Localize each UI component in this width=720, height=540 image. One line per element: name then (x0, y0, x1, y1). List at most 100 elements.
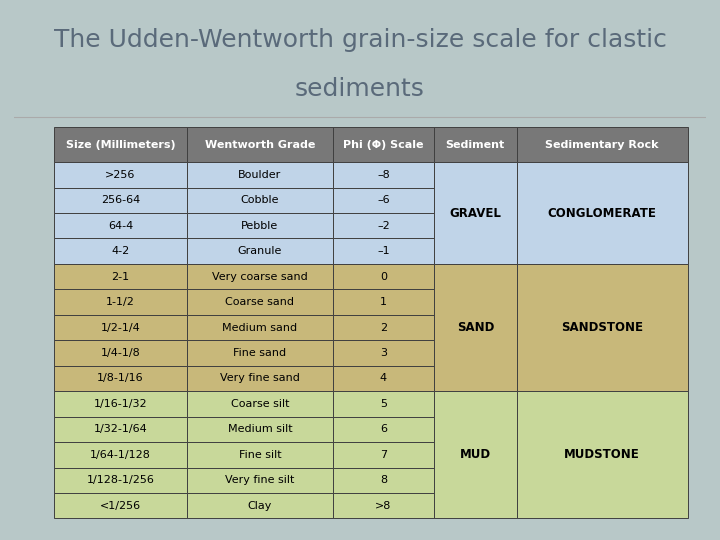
Bar (333, 468, 434, 493)
Text: <1/256: <1/256 (100, 501, 141, 511)
Bar (54, 289, 187, 315)
Text: Granule: Granule (238, 246, 282, 256)
Text: Fine silt: Fine silt (238, 450, 282, 460)
Bar (187, 315, 333, 340)
Text: 1/16-1/32: 1/16-1/32 (94, 399, 148, 409)
Text: Sediment: Sediment (446, 139, 505, 150)
Text: CONGLOMERATE: CONGLOMERATE (548, 206, 657, 220)
Bar (187, 239, 333, 264)
Bar (54, 239, 187, 264)
Bar (187, 187, 333, 213)
Bar (333, 340, 434, 366)
Bar (516, 162, 688, 264)
Text: Clay: Clay (248, 501, 272, 511)
Bar (333, 493, 434, 518)
Bar (54, 127, 187, 162)
Bar (434, 162, 516, 264)
Bar (333, 187, 434, 213)
Text: Coarse sand: Coarse sand (225, 297, 294, 307)
Text: 2-1: 2-1 (112, 272, 130, 282)
Bar (54, 264, 187, 289)
Text: –6: –6 (377, 195, 390, 205)
Bar (54, 493, 187, 518)
Bar (54, 213, 187, 239)
Bar (54, 417, 187, 442)
Text: –8: –8 (377, 170, 390, 180)
Text: 2: 2 (380, 322, 387, 333)
Bar (187, 366, 333, 391)
Bar (54, 162, 187, 187)
Bar (516, 264, 688, 391)
Bar (187, 417, 333, 442)
Text: 64-4: 64-4 (108, 221, 133, 231)
Bar (187, 127, 333, 162)
Text: 1/64-1/128: 1/64-1/128 (90, 450, 151, 460)
Bar (187, 493, 333, 518)
Text: 4-2: 4-2 (112, 246, 130, 256)
Bar (333, 289, 434, 315)
Text: Medium silt: Medium silt (228, 424, 292, 434)
Text: 3: 3 (380, 348, 387, 358)
Text: Phi (Φ) Scale: Phi (Φ) Scale (343, 139, 424, 150)
Text: 1/4-1/8: 1/4-1/8 (101, 348, 140, 358)
Bar (54, 391, 187, 417)
Text: 8: 8 (380, 475, 387, 485)
Bar (333, 391, 434, 417)
Bar (333, 213, 434, 239)
Bar (187, 340, 333, 366)
Bar (333, 127, 434, 162)
Text: Size (Millimeters): Size (Millimeters) (66, 139, 176, 150)
Text: 6: 6 (380, 424, 387, 434)
Bar (54, 340, 187, 366)
Text: sediments: sediments (295, 77, 425, 101)
Text: SAND: SAND (456, 321, 494, 334)
Circle shape (298, 132, 422, 153)
Bar (333, 366, 434, 391)
Bar (333, 162, 434, 187)
Bar (516, 391, 688, 518)
Bar (333, 239, 434, 264)
Bar (434, 391, 516, 518)
Bar (516, 127, 688, 162)
Bar (54, 315, 187, 340)
Text: Cobble: Cobble (240, 195, 279, 205)
Bar (187, 391, 333, 417)
Bar (434, 264, 516, 391)
Bar (187, 289, 333, 315)
Text: Fine sand: Fine sand (233, 348, 287, 358)
Text: Pebble: Pebble (241, 221, 279, 231)
Text: 1/8-1/16: 1/8-1/16 (97, 374, 144, 383)
Text: SANDSTONE: SANDSTONE (561, 321, 643, 334)
Text: –1: –1 (377, 246, 390, 256)
Text: Very fine sand: Very fine sand (220, 374, 300, 383)
Text: GRAVEL: GRAVEL (449, 206, 501, 220)
Text: >8: >8 (375, 501, 392, 511)
Bar (333, 442, 434, 468)
Text: Medium sand: Medium sand (222, 322, 297, 333)
Bar (54, 468, 187, 493)
Text: Boulder: Boulder (238, 170, 282, 180)
Text: MUDSTONE: MUDSTONE (564, 448, 640, 461)
Text: 0: 0 (380, 272, 387, 282)
Text: 1-1/2: 1-1/2 (106, 297, 135, 307)
Text: 256-64: 256-64 (101, 195, 140, 205)
Text: –2: –2 (377, 221, 390, 231)
Text: 1: 1 (380, 297, 387, 307)
Text: 1/2-1/4: 1/2-1/4 (101, 322, 140, 333)
Text: 1/32-1/64: 1/32-1/64 (94, 424, 148, 434)
Text: 5: 5 (380, 399, 387, 409)
Bar (54, 442, 187, 468)
Bar (187, 442, 333, 468)
Bar (187, 162, 333, 187)
Text: 4: 4 (380, 374, 387, 383)
Text: Wentworth Grade: Wentworth Grade (204, 139, 315, 150)
Bar (434, 127, 516, 162)
Bar (54, 366, 187, 391)
Text: Very fine silt: Very fine silt (225, 475, 294, 485)
Bar (187, 213, 333, 239)
Text: 1/128-1/256: 1/128-1/256 (86, 475, 155, 485)
Bar (54, 187, 187, 213)
Text: Coarse silt: Coarse silt (230, 399, 289, 409)
Bar (333, 264, 434, 289)
Bar (333, 417, 434, 442)
